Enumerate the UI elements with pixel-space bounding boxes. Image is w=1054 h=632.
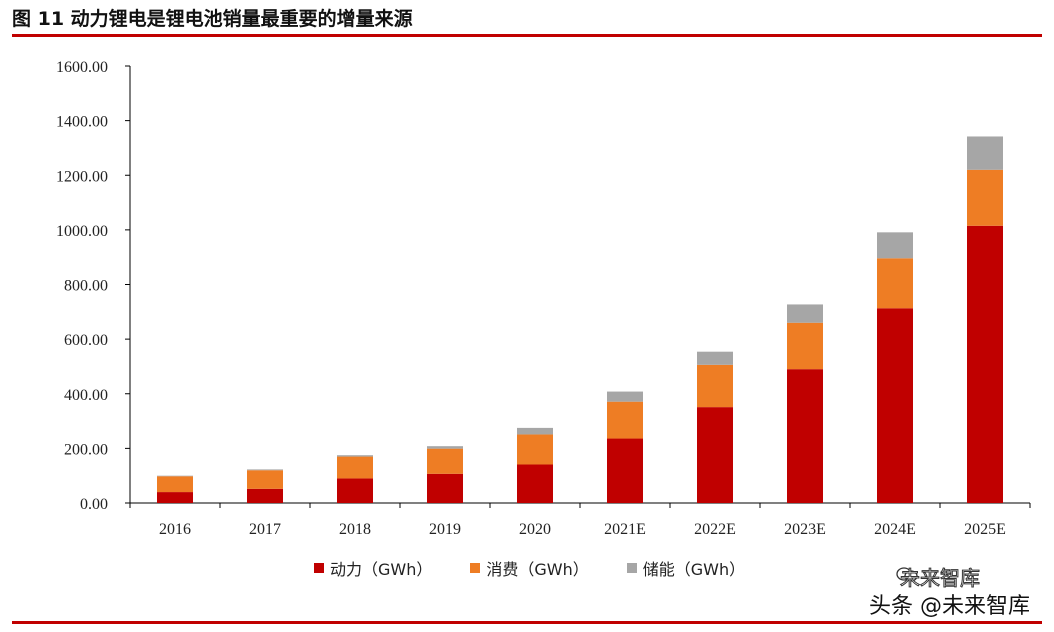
x-tick-label: 2025E [964, 521, 1006, 538]
bar-segment-storage [787, 304, 823, 323]
bar-segment-power [517, 464, 553, 503]
y-tick-label: 1600.00 [56, 59, 108, 76]
legend-item-consumer: 消费（GWh） [470, 556, 589, 580]
bar-segment-power [697, 407, 733, 503]
bar-segment-consumer [337, 456, 373, 479]
y-tick-label: 400.00 [64, 387, 108, 404]
bar-segment-consumer [877, 258, 913, 309]
bar-segment-storage [247, 469, 283, 471]
legend-item-power: 动力（GWh） [314, 556, 432, 580]
watermark: 未来智库 头条 @未来智库 [830, 560, 1040, 620]
legend-label-consumer: 消费（GWh） [486, 560, 589, 579]
legend-label-storage: 储能（GWh） [642, 560, 746, 579]
bar-segment-power [967, 225, 1003, 503]
legend-swatch-consumer [470, 563, 481, 573]
bar-segment-power [157, 492, 193, 503]
chart-bars [157, 136, 1003, 503]
bar-segment-consumer [607, 401, 643, 439]
y-tick-label: 1200.00 [56, 168, 108, 185]
bar-segment-storage [607, 391, 643, 402]
x-tick-label: 2017 [249, 521, 281, 538]
x-tick-label: 2018 [339, 521, 371, 538]
bar-segment-consumer [157, 476, 193, 493]
x-tick-label: 2022E [694, 521, 736, 538]
bar-segment-power [247, 488, 283, 503]
x-tick-label: 2023E [784, 521, 826, 538]
y-tick-label: 800.00 [64, 278, 108, 295]
bar-segment-consumer [247, 470, 283, 489]
bar-segment-power [787, 369, 823, 503]
bar-segment-consumer [967, 169, 1003, 226]
x-tick-label: 2021E [604, 521, 646, 538]
legend-label-power: 动力（GWh） [330, 560, 433, 579]
bar-segment-storage [517, 427, 553, 435]
bar-segment-power [337, 478, 373, 503]
bar-segment-storage [697, 351, 733, 365]
watermark-logo-icon [896, 567, 918, 582]
bar-segment-storage [427, 446, 463, 449]
bar-segment-consumer [427, 448, 463, 474]
top-rule [12, 34, 1042, 37]
bar-segment-storage [877, 232, 913, 259]
x-tick-label: 2019 [429, 521, 461, 538]
x-tick-label: 2016 [159, 521, 191, 538]
bar-segment-power [607, 438, 643, 503]
watermark-brand: 未来智库 [900, 566, 981, 591]
legend-swatch-storage [626, 563, 637, 573]
y-tick-label: 1400.00 [56, 114, 108, 131]
bar-segment-consumer [787, 322, 823, 370]
x-tick-label: 2024E [874, 521, 916, 538]
figure-title: 图 11 动力锂电是锂电池销量最重要的增量来源 [12, 8, 413, 30]
y-tick-label: 0.00 [80, 496, 108, 513]
bar-segment-storage [967, 136, 1003, 170]
legend-item-storage: 储能（GWh） [626, 556, 746, 580]
watermark-source: 头条 @未来智库 [869, 594, 1030, 619]
legend-swatch-power [314, 563, 324, 573]
y-tick-labels: 0.00 200.00 400.00 600.00 800.00 1000.00 1200.… [56, 59, 108, 513]
y-tick-label: 600.00 [64, 332, 108, 349]
y-tick-label: 1000.00 [56, 223, 108, 240]
bar-segment-consumer [697, 364, 733, 408]
bar-segment-power [877, 308, 913, 503]
x-tick-label: 2020 [519, 521, 551, 538]
stacked-bar-chart: 0.00 200.00 400.00 600.00 800.00 1000.00 1200.… [56, 59, 1031, 538]
bar-segment-power [427, 473, 463, 503]
legend: 动力（GWh） 消费（GWh） 储能（GWh） [314, 556, 745, 580]
bottom-rule [12, 621, 1042, 624]
bar-segment-storage [157, 475, 193, 477]
y-tick-label: 200.00 [64, 441, 108, 458]
x-tick-labels: 2016 2017 2018 2019 2020 2021E 2022E 2023E 2024E… [159, 521, 1006, 538]
bar-segment-consumer [517, 434, 553, 465]
bar-segment-storage [337, 455, 373, 457]
